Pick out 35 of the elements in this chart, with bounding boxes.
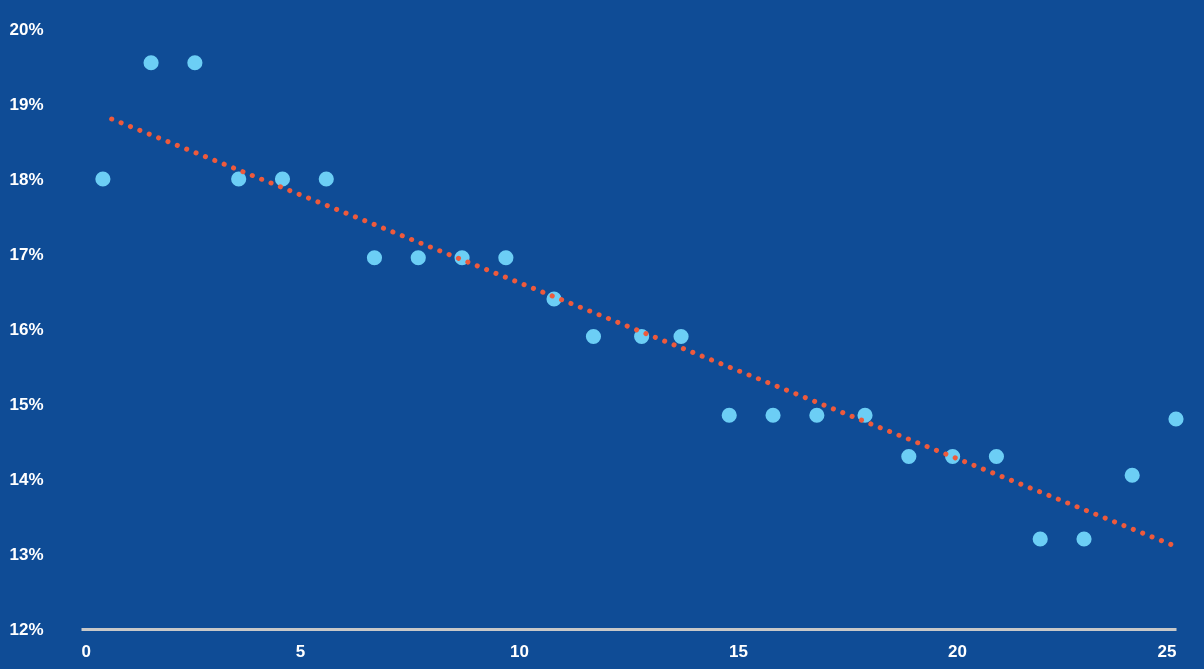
point: [231, 171, 247, 187]
point: [673, 328, 689, 345]
point: [318, 171, 334, 187]
x-tick-label: 0: [81, 641, 91, 661]
point: [410, 250, 426, 266]
point: [274, 171, 291, 187]
point: [901, 448, 917, 465]
point: [721, 407, 737, 423]
y-tick-label: 15%: [9, 394, 44, 414]
x-tick-label: 15: [729, 641, 748, 661]
point: [1032, 531, 1048, 547]
y-tick-label: 17%: [9, 244, 44, 264]
y-tick-label: 13%: [9, 544, 44, 564]
point: [585, 328, 602, 345]
x-tick-label: 10: [510, 641, 529, 661]
x-tick-label: 25: [1157, 641, 1177, 661]
x-tick-label: 5: [295, 641, 306, 661]
point: [809, 407, 825, 423]
point: [366, 250, 383, 266]
point: [765, 407, 781, 423]
y-tick-label: 12%: [9, 619, 44, 639]
y-tick-label: 16%: [9, 319, 44, 339]
y-tick-label: 18%: [9, 169, 44, 189]
x-tick-label: 20: [948, 641, 967, 661]
y-tick-label: 20%: [9, 19, 44, 39]
point: [143, 55, 159, 71]
y-tick-label: 19%: [9, 94, 44, 114]
point: [95, 171, 111, 187]
point: [988, 448, 1004, 465]
point: [1168, 411, 1184, 427]
point: [498, 250, 514, 266]
point: [1124, 467, 1140, 483]
point: [1076, 531, 1092, 547]
point: [187, 55, 203, 71]
y-tick-label: 14%: [9, 469, 44, 489]
